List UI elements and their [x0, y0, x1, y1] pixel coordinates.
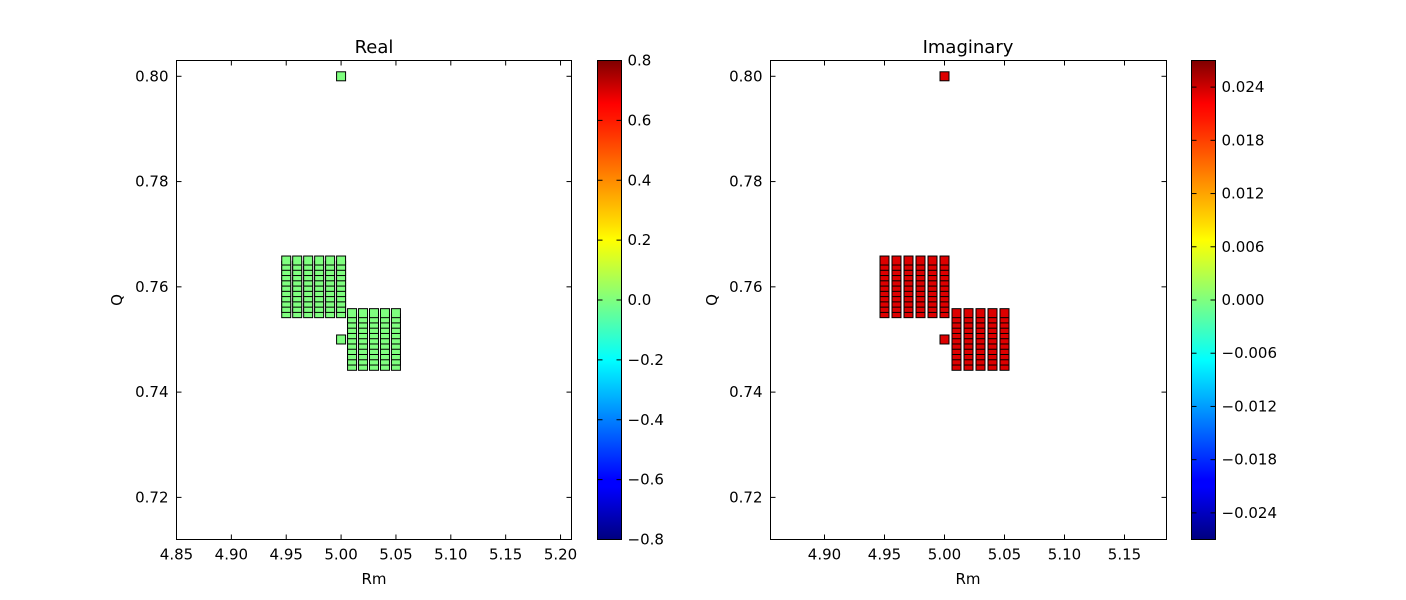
y-tick-label: 0.76: [729, 278, 762, 296]
colorbar-ticks-imaginary: −0.024 −0.018 −0.012 −0.006 0.000 0.006 0.012 0…: [1191, 78, 1278, 522]
y-axis-label-imaginary: Q: [703, 294, 721, 306]
points-imaginary: [879, 71, 1010, 371]
plot-frame-imaginary: [770, 60, 1167, 540]
colorbar-tick-label: 0.000: [1222, 291, 1265, 309]
data-point: [975, 308, 986, 319]
x-tick-label: 5.15: [1108, 546, 1141, 564]
chart-title-imaginary: Imaginary: [923, 37, 1014, 58]
data-point: [939, 71, 950, 82]
colorbar-ticks-real: −0.8 −0.6 −0.4 −0.2 0.0 0.2 0.4 0.6 0.8: [597, 52, 664, 549]
x-tick-label: 4.85: [160, 546, 193, 564]
data-point: [879, 255, 890, 266]
y-tick-label: 0.72: [135, 488, 168, 506]
colorbar-tick-label: −0.2: [628, 351, 664, 369]
y-tick-label: 0.74: [729, 383, 762, 401]
colorbar-tick-label: 0.006: [1222, 238, 1265, 256]
panel-real: Real 4.85 4.90 4.95 5.00 5.05 5.10 5.15 5.20 0.7…: [108, 37, 664, 588]
colorbar-tick-label: 0.018: [1222, 131, 1265, 149]
colorbar-tick-label: −0.018: [1222, 451, 1278, 469]
x-tick-label: 4.90: [808, 546, 841, 564]
data-point: [891, 255, 902, 266]
x-tick-label: 4.95: [868, 546, 901, 564]
data-point: [915, 255, 926, 266]
colorbar-tick-label: −0.006: [1222, 344, 1278, 362]
data-point: [292, 255, 303, 266]
axis-ticks-imaginary: 4.90 4.95 5.00 5.05 5.10 5.15 0.72 0.74 0.76 0.78…: [729, 60, 1167, 564]
data-point: [336, 255, 347, 266]
y-tick-label: 0.80: [135, 67, 168, 85]
data-point: [951, 308, 962, 319]
data-point: [987, 308, 998, 319]
x-tick-label: 5.20: [544, 546, 577, 564]
data-point: [358, 308, 369, 319]
x-axis-label-real: Rm: [361, 570, 386, 588]
axis-ticks-real: 4.85 4.90 4.95 5.00 5.05 5.10 5.15 5.20 0.72 0.74…: [135, 60, 577, 564]
plot-frame-real: [176, 60, 572, 540]
data-point: [999, 308, 1010, 319]
y-tick-label: 0.72: [729, 488, 762, 506]
x-tick-label: 5.15: [489, 546, 522, 564]
colorbar-tick-label: 0.4: [628, 171, 652, 189]
data-point: [336, 334, 347, 345]
y-tick-label: 0.80: [729, 67, 762, 85]
data-point: [325, 255, 336, 266]
x-tick-label: 4.95: [270, 546, 303, 564]
colorbar-tick-label: 0.2: [628, 231, 652, 249]
panel-imaginary: Imaginary 4.90 4.95 5.00 5.05 5.10 5.15 0.72 0.…: [703, 37, 1277, 588]
x-axis-label-imaginary: Rm: [955, 570, 980, 588]
chart-title-real: Real: [355, 37, 394, 58]
colorbar-tick-label: 0.6: [628, 111, 652, 129]
data-point: [390, 308, 401, 319]
x-tick-label: 5.10: [1048, 546, 1081, 564]
y-axis-label-real: Q: [108, 294, 126, 306]
colorbar-tick-label: −0.012: [1222, 397, 1278, 415]
colorbar-tick-label: 0.012: [1222, 185, 1265, 203]
x-tick-label: 5.00: [324, 546, 357, 564]
colorbar-tick-label: −0.8: [628, 531, 664, 549]
y-tick-label: 0.74: [135, 383, 168, 401]
data-point: [939, 334, 950, 345]
x-tick-label: 4.90: [215, 546, 248, 564]
colorbar-tick-label: −0.024: [1222, 504, 1278, 522]
colorbar-tick-label: −0.6: [628, 471, 664, 489]
data-point: [347, 308, 358, 319]
data-point: [314, 255, 325, 266]
y-tick-label: 0.78: [135, 173, 168, 191]
data-point: [379, 308, 390, 319]
y-tick-label: 0.78: [729, 173, 762, 191]
data-point: [963, 308, 974, 319]
data-point: [303, 255, 314, 266]
data-point: [927, 255, 938, 266]
colorbar-tick-label: 0.0: [628, 291, 652, 309]
colorbar-tick-label: 0.024: [1222, 78, 1265, 96]
data-point: [939, 255, 950, 266]
colorbar-tick-label: −0.4: [628, 411, 664, 429]
data-point: [903, 255, 914, 266]
x-tick-label: 5.05: [379, 546, 412, 564]
x-tick-label: 5.05: [988, 546, 1021, 564]
y-tick-label: 0.76: [135, 278, 168, 296]
points-real: [281, 71, 401, 371]
colorbar-tick-label: 0.8: [628, 52, 652, 70]
data-point: [336, 71, 347, 82]
data-point: [281, 255, 292, 266]
x-tick-label: 5.10: [434, 546, 467, 564]
data-point: [369, 308, 379, 319]
x-tick-label: 5.00: [928, 546, 961, 564]
